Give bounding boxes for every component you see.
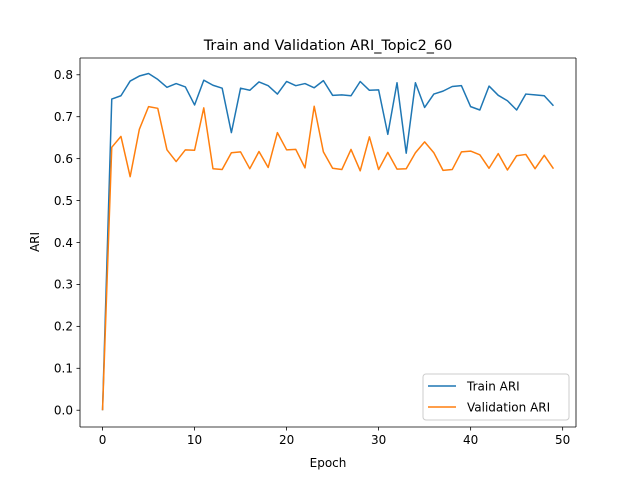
series-line-0 [101,72,555,411]
y-tick-label: 0.0 [54,404,73,418]
legend: Train ARI Validation ARI [422,373,570,421]
series-line-1 [101,105,555,411]
y-axis-label: ARI [28,232,42,252]
y-tick-label: 0.2 [54,320,73,334]
legend-label-1: Validation ARI [467,400,550,414]
x-tick-label: 20 [279,433,294,447]
x-axis-label: Epoch [310,456,347,470]
y-tick-label: 0.5 [54,194,73,208]
y-tick-label: 0.3 [54,278,73,292]
chart-title: Train and Validation ARI_Topic2_60 [203,38,453,54]
legend-label-0: Train ARI [466,379,520,393]
plot-background [80,58,576,427]
x-tick-label: 0 [99,433,107,447]
legend-box [422,373,570,421]
series-layer [101,72,555,411]
y-tick-label: 0.1 [54,362,73,376]
axes-layer: 0 10 20 30 40 50 0.0 0.1 0.2 0.3 0.4 0.5 0.6 0.7 0.8 [54,57,577,447]
x-tick-label: 30 [371,433,386,447]
y-tick-label: 0.6 [54,152,73,166]
y-tick-label: 0.8 [54,68,73,82]
x-tick-label: 50 [555,433,570,447]
x-tick-label: 40 [463,433,478,447]
x-tick-label: 10 [187,433,202,447]
plot-area [80,58,576,427]
y-tick-label: 0.4 [54,236,73,250]
y-tick-label: 0.7 [54,110,73,124]
